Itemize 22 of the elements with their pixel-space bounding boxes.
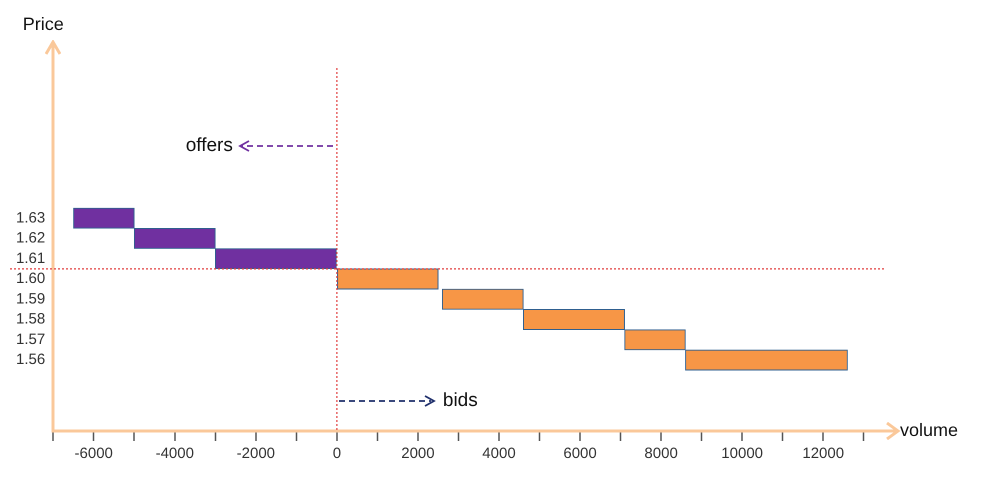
x-tick-label: -2000 xyxy=(236,445,276,462)
x-axis-title: volume xyxy=(900,420,958,440)
x-tick-label: 6000 xyxy=(563,445,597,462)
y-tick-label: 1.61 xyxy=(16,250,46,267)
annotation: offers xyxy=(186,135,233,156)
y-tick-label: 1.62 xyxy=(16,230,46,247)
x-tick-label: 4000 xyxy=(482,445,516,462)
y-tick-label: 1.58 xyxy=(16,310,46,328)
y-axis-title: Price xyxy=(22,14,64,34)
x-tick-label: -6000 xyxy=(74,445,113,462)
annotation: bids xyxy=(442,390,478,411)
y-tick-label: 1.56 xyxy=(16,351,46,368)
x-tick-label: 12000 xyxy=(802,445,844,462)
x-tick-label: 0 xyxy=(332,445,342,462)
x-tick-label: 10000 xyxy=(721,445,764,462)
y-tick-label: 1.57 xyxy=(16,330,46,348)
x-tick-label: 2000 xyxy=(401,445,435,462)
y-tick-label: 1.60 xyxy=(16,270,46,288)
y-tick-label: 1.63 xyxy=(16,209,46,226)
y-tick-label: 1.59 xyxy=(16,290,46,308)
x-tick-label: 8000 xyxy=(644,445,678,462)
x-tick-label: -4000 xyxy=(156,445,194,462)
